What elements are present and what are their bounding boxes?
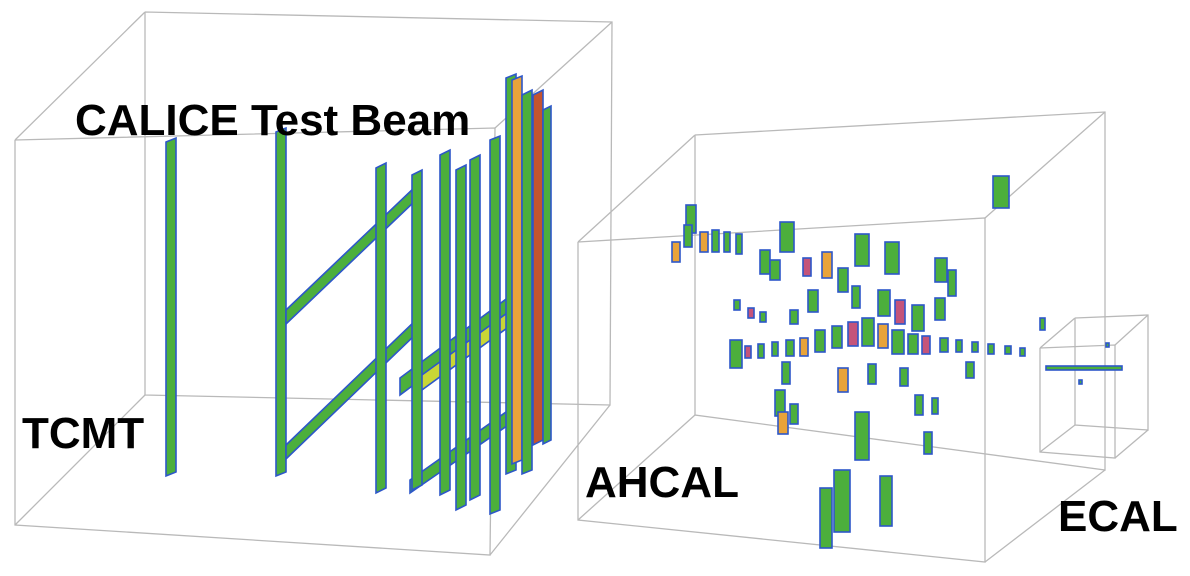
detector-hit (956, 340, 962, 352)
page: {"title": "CALICE Test Beam", "labels": … (0, 0, 1190, 576)
detector-hit (533, 90, 543, 445)
detector-hit (276, 128, 286, 476)
detector-hit (543, 106, 551, 444)
detector-hit (966, 362, 974, 378)
wireframe-edge (1115, 430, 1148, 458)
detector-hit (376, 163, 386, 493)
detector-hit (852, 286, 860, 308)
detector-hit (782, 362, 790, 384)
detector-hit (993, 176, 1009, 208)
detector-hit (745, 346, 751, 358)
detector-hit (736, 234, 742, 254)
ecal-label: ECAL (1058, 492, 1178, 541)
detector-hit (1079, 380, 1082, 384)
detector-hit (412, 170, 422, 490)
detector-hit (868, 364, 876, 384)
detector-hit (786, 340, 794, 356)
ahcal-hits (672, 176, 1122, 548)
detector-hit (972, 342, 978, 352)
detector-hit (820, 488, 832, 548)
detector-hit (834, 470, 850, 532)
detector-hit (808, 290, 818, 312)
detector-hit (895, 300, 905, 324)
ecal-box (1040, 315, 1148, 458)
detector-hit (948, 270, 956, 296)
detector-hit (772, 342, 778, 356)
detector-hit (862, 318, 874, 346)
detector-hit (456, 165, 466, 510)
detector-hit (700, 232, 708, 252)
detector-hit (790, 310, 798, 324)
detector-hit (748, 308, 754, 318)
detector-hit (1040, 318, 1045, 330)
detector-hit (790, 404, 798, 424)
detector-hit (760, 312, 766, 322)
detector-hit (780, 222, 794, 252)
detector-hit (760, 250, 770, 274)
detector-hit (915, 395, 923, 415)
detector-hit (922, 336, 930, 354)
detector-hit (758, 344, 764, 358)
detector-hit (1046, 366, 1122, 370)
detector-hit (832, 326, 842, 348)
title: CALICE Test Beam (75, 96, 470, 145)
detector-hit (778, 412, 788, 434)
detector-hit (892, 330, 904, 354)
detector-hit (880, 476, 892, 526)
detector-hit (522, 90, 532, 474)
tcmt-label: TCMT (22, 409, 144, 458)
detector-hit (684, 225, 692, 247)
detector-hit (848, 322, 858, 346)
wireframe-edge (1115, 315, 1148, 345)
detector-hit (712, 230, 719, 252)
detector-hit (512, 76, 522, 464)
detector-hit (878, 290, 890, 316)
event-display: CALICE Test Beam TCMT AHCAL ECAL (0, 0, 1190, 576)
detector-hit (822, 252, 832, 278)
ahcal-label: AHCAL (585, 458, 739, 507)
detector-hit (815, 330, 825, 352)
detector-hit (855, 412, 869, 460)
detector-hit (838, 368, 848, 392)
detector-hit (734, 300, 740, 310)
detector-hit (924, 432, 932, 454)
detector-hit (1005, 346, 1011, 354)
detector-hit (724, 232, 730, 252)
detector-hit (940, 338, 948, 352)
detector-hit (286, 320, 416, 459)
detector-hit (470, 155, 480, 500)
wireframe-edge (1040, 425, 1075, 452)
detector-hit (838, 268, 848, 292)
detector-hit (932, 398, 938, 414)
detector-hit (908, 334, 918, 354)
detector-hit (935, 298, 945, 320)
detector-hit (878, 324, 888, 348)
detector-hit (803, 258, 811, 276)
detector-hit (988, 344, 994, 354)
detector-hit (770, 260, 780, 280)
detector-hit (900, 368, 908, 386)
wireframe-edge (1040, 345, 1115, 458)
wireframe-edge (578, 135, 695, 242)
detector-hit (286, 186, 416, 324)
detector-hit (490, 136, 500, 514)
wireframe-edge (1075, 315, 1148, 430)
detector-hit (440, 150, 450, 495)
detector-hit (935, 258, 947, 282)
detector-hit (166, 138, 176, 476)
detector-hit (1020, 348, 1025, 356)
detector-hit (672, 242, 680, 262)
detector-hit (730, 340, 742, 368)
detector-hit (912, 305, 924, 331)
detector-hit (1106, 343, 1109, 347)
wireframe-edge (15, 128, 495, 555)
detector-hit (800, 338, 808, 356)
detector-hit (855, 234, 869, 266)
detector-hit (885, 242, 899, 274)
